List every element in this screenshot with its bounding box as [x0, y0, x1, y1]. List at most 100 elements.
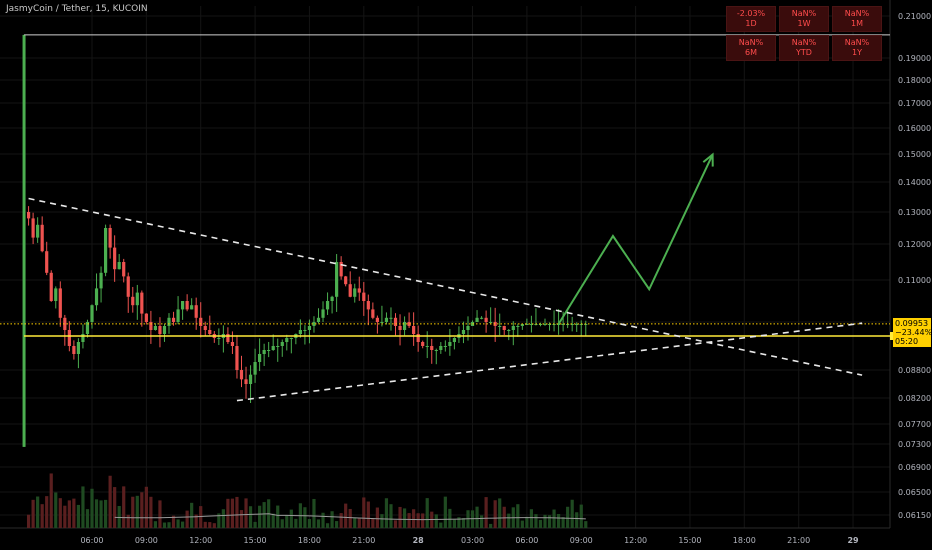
volume-bar	[226, 498, 230, 528]
candle-body	[235, 346, 239, 370]
time-tick-label: 12:00	[624, 536, 647, 545]
candle-body	[185, 301, 189, 310]
time-tick-label: 15:00	[244, 536, 267, 545]
price-tick-label: 0.07700	[898, 420, 931, 429]
volume-bar	[566, 506, 570, 528]
candle-body	[507, 330, 511, 331]
volume-bar	[262, 502, 266, 528]
volume-bar	[153, 521, 158, 528]
volume-bar	[380, 514, 384, 528]
candle-body	[335, 262, 339, 297]
volume-bar	[90, 488, 94, 528]
volume-bar	[212, 523, 216, 528]
volume-bar	[149, 496, 153, 528]
volume-bar	[140, 492, 144, 528]
candle-body	[543, 324, 547, 325]
volume-bar	[307, 519, 312, 528]
volume-bar	[584, 521, 588, 528]
volume-bar	[54, 492, 58, 528]
time-tick-label: 12:00	[189, 536, 212, 545]
time-axis[interactable]: 06:00 09:00 12:00 15:00 18:00 21:00 28 03:00 06:…	[80, 536, 859, 545]
lower-trendline	[236, 322, 863, 402]
volume-bar	[181, 521, 185, 528]
candle-body	[85, 322, 90, 334]
price-tick-label: 0.19000	[898, 54, 931, 63]
candle-body	[248, 374, 253, 384]
drawing-lines[interactable]	[0, 34, 893, 402]
candle-body	[534, 324, 538, 325]
volume-bar	[439, 522, 443, 528]
volume-bar	[534, 514, 538, 528]
candle-body	[475, 317, 479, 322]
volume-bar	[58, 498, 62, 528]
perf-value: NaN%	[791, 9, 817, 18]
price-axis[interactable]: 0.21000 0.19000 0.18000 0.17000 0.16000 0.150…	[898, 12, 931, 520]
price-tick-label: 0.14000	[898, 178, 931, 187]
candle-body	[40, 224, 44, 252]
candle-body	[461, 330, 466, 334]
volume-bar	[321, 512, 325, 528]
candle-body	[217, 338, 221, 339]
volume-bar	[72, 498, 76, 528]
bar-countdown: 05:20	[895, 336, 919, 346]
volume-bar	[45, 496, 49, 528]
volume-bar	[348, 508, 352, 528]
perf-1d: -2.03% 1D	[726, 6, 776, 32]
volume-bar	[575, 512, 579, 528]
volume-bar	[425, 498, 429, 528]
candle-body	[158, 326, 162, 334]
candle-body	[325, 301, 330, 310]
time-tick-label: 18:00	[298, 536, 321, 545]
candle-body	[421, 342, 425, 346]
candle-body	[258, 354, 262, 362]
candle-body	[520, 324, 524, 326]
candle-body	[312, 322, 316, 326]
price-tick-label: 0.07300	[898, 440, 931, 449]
volume-bar	[412, 509, 416, 528]
perf-ytd: NaN% YTD	[779, 35, 829, 61]
candle-body	[199, 317, 203, 326]
current-price: 0.09953	[895, 318, 929, 328]
candle-body	[348, 284, 352, 297]
volume-bar	[375, 507, 379, 528]
candle-body	[357, 288, 361, 293]
candle-body	[117, 262, 121, 270]
candle-body	[398, 326, 402, 330]
volume-bars	[26, 473, 588, 528]
symbol-title[interactable]: JasmyCoin / Tether, 15, KUCOIN	[6, 4, 148, 14]
perf-value: NaN%	[844, 38, 870, 47]
volume-bar	[552, 509, 556, 528]
candle-body	[516, 326, 520, 327]
candle-body	[298, 330, 302, 334]
volume-bar	[258, 505, 262, 528]
candle-body	[176, 309, 180, 322]
candle-body	[149, 322, 153, 330]
candle-body	[434, 350, 438, 351]
candle-body	[190, 305, 194, 310]
volume-bar	[185, 510, 189, 528]
volume-bar	[122, 486, 126, 528]
volume-bar	[289, 509, 293, 528]
candle-body	[131, 296, 135, 306]
volume-bar	[94, 499, 99, 528]
price-tick-label: 0.15000	[898, 150, 931, 159]
volume-bar	[171, 515, 176, 528]
candle-body	[49, 272, 53, 301]
candle-body	[203, 326, 207, 330]
volume-bar	[448, 508, 452, 528]
volume-bar	[194, 514, 198, 528]
candle-body	[425, 346, 429, 347]
volume-bar	[248, 506, 253, 528]
volume-bar	[26, 514, 31, 528]
volume-bar	[271, 513, 275, 528]
candle-body	[194, 305, 198, 318]
time-tick-label: 28	[413, 536, 425, 545]
candle-body	[230, 342, 235, 346]
candle-body	[244, 379, 248, 384]
candle-body	[384, 317, 389, 322]
volume-bar	[529, 509, 534, 528]
volume-bar	[135, 495, 139, 528]
candle-body	[253, 362, 257, 375]
candle-body	[552, 324, 556, 325]
